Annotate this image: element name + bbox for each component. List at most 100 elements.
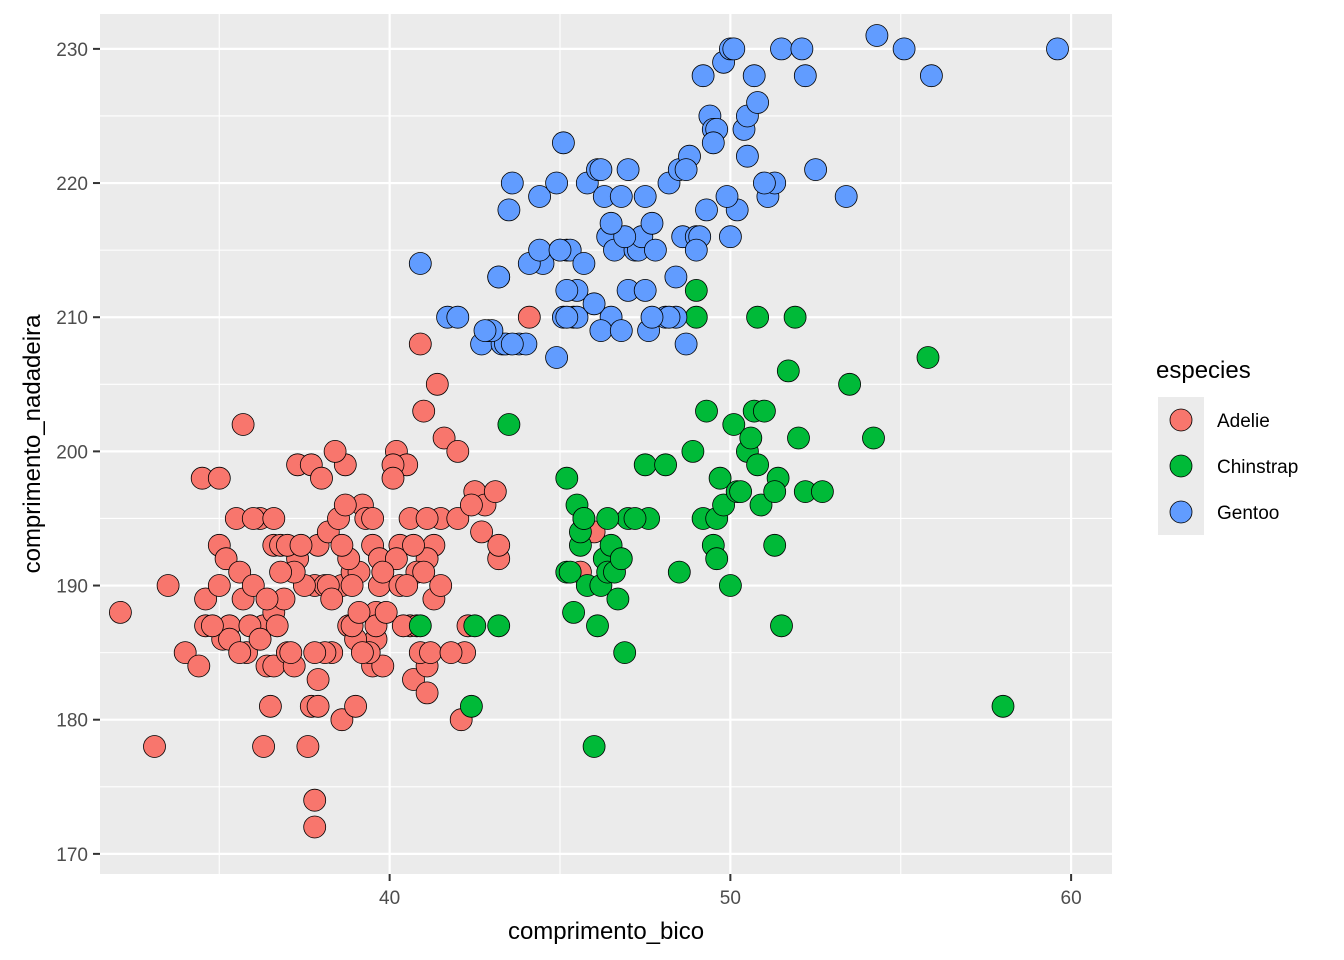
data-point <box>303 641 327 664</box>
data-point <box>200 614 224 638</box>
data-point <box>589 319 613 343</box>
data-point <box>613 641 637 664</box>
legend-label-adelie: Adelie <box>1217 411 1270 432</box>
data-point <box>892 37 916 61</box>
x-tick-label: 40 <box>379 888 400 909</box>
data-point <box>265 614 289 638</box>
data-point <box>419 641 442 664</box>
data-point <box>640 211 664 235</box>
data-point <box>1046 37 1069 61</box>
y-tick-label: 220 <box>56 174 88 195</box>
data-point <box>289 533 313 557</box>
data-point <box>500 171 524 195</box>
data-point <box>770 37 793 61</box>
data-point <box>340 574 364 597</box>
y-tick-label: 200 <box>56 442 88 463</box>
data-point <box>463 614 487 638</box>
data-point <box>109 601 132 624</box>
y-tick-label: 190 <box>56 577 88 598</box>
legend-entries: Adelie Chinstrap Gentoo <box>1158 397 1298 535</box>
data-point <box>793 64 817 88</box>
data-point <box>708 466 732 490</box>
data-point <box>609 319 633 343</box>
data-point <box>623 507 647 530</box>
data-point <box>402 533 425 557</box>
data-point <box>804 158 827 182</box>
data-point <box>684 305 708 329</box>
data-point <box>320 587 344 611</box>
data-point <box>572 252 596 275</box>
data-point <box>412 560 436 584</box>
data-point <box>838 372 861 396</box>
data-point <box>344 694 368 718</box>
data-point <box>684 238 708 262</box>
data-point <box>350 641 374 664</box>
data-point <box>695 399 718 423</box>
legend-title: especies <box>1156 357 1251 384</box>
data-point <box>746 305 769 329</box>
data-point <box>548 238 572 262</box>
data-point <box>439 641 463 664</box>
data-point <box>701 131 725 155</box>
data-point <box>722 413 746 436</box>
data-point <box>415 681 439 705</box>
y-tick-label: 170 <box>56 845 88 866</box>
data-point <box>395 574 419 597</box>
data-point <box>787 426 810 450</box>
data-point <box>722 37 746 61</box>
data-point <box>783 305 807 329</box>
data-point <box>616 158 640 182</box>
plot-panel <box>100 14 1112 874</box>
data-point <box>746 453 769 477</box>
x-axis-title: comprimento_bico <box>508 918 704 945</box>
data-point <box>572 507 596 530</box>
data-point <box>446 305 470 329</box>
data-point <box>606 587 630 611</box>
data-point <box>736 144 759 168</box>
data-point <box>865 24 889 47</box>
data-point <box>487 614 511 638</box>
data-point <box>248 627 272 651</box>
data-point <box>562 601 585 624</box>
legend-key-gentoo <box>1169 500 1193 524</box>
data-point <box>497 198 521 222</box>
data-point <box>487 265 511 289</box>
data-point <box>303 815 327 839</box>
y-tick-label: 230 <box>56 40 88 61</box>
data-point <box>586 614 609 638</box>
data-point <box>558 560 582 584</box>
data-point <box>739 426 763 450</box>
legend-key-chinstrap <box>1169 454 1193 478</box>
data-point <box>381 466 405 490</box>
data-point <box>323 439 347 463</box>
data-point <box>811 480 834 504</box>
data-point <box>695 198 718 222</box>
data-point <box>763 533 787 557</box>
data-point <box>408 614 432 638</box>
data-point <box>429 574 453 597</box>
x-tick-label: 60 <box>1061 888 1082 909</box>
data-point <box>691 64 715 88</box>
data-point <box>500 332 524 356</box>
legend: especies Adelie Chinstrap Gentoo <box>1156 357 1298 535</box>
x-tick-label: 50 <box>720 888 741 909</box>
data-point <box>552 131 575 155</box>
data-point <box>674 332 698 356</box>
data-point <box>347 601 371 624</box>
data-point <box>596 507 620 530</box>
y-axis-ticks: 170 180 190 200 210 220 230 <box>56 40 100 866</box>
legend-label-gentoo: Gentoo <box>1217 503 1279 524</box>
data-point <box>770 614 793 638</box>
data-point <box>684 278 708 302</box>
data-point <box>425 372 449 396</box>
data-point <box>255 587 279 611</box>
data-point <box>545 346 568 369</box>
data-point <box>555 305 579 329</box>
data-point <box>279 641 303 664</box>
y-tick-label: 210 <box>56 308 88 329</box>
data-point <box>862 426 885 450</box>
data-point <box>473 319 497 343</box>
data-point <box>310 466 333 490</box>
data-point <box>705 547 729 571</box>
y-tick-label: 180 <box>56 711 88 732</box>
